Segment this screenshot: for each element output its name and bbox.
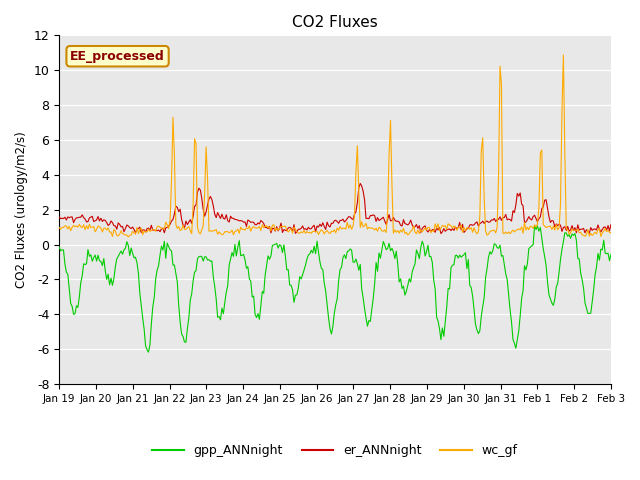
Y-axis label: CO2 Fluxes (urology/m2/s): CO2 Fluxes (urology/m2/s) (15, 132, 28, 288)
Legend: gpp_ANNnight, er_ANNnight, wc_gf: gpp_ANNnight, er_ANNnight, wc_gf (147, 439, 523, 462)
Title: CO2 Fluxes: CO2 Fluxes (292, 15, 378, 30)
Text: EE_processed: EE_processed (70, 50, 165, 63)
